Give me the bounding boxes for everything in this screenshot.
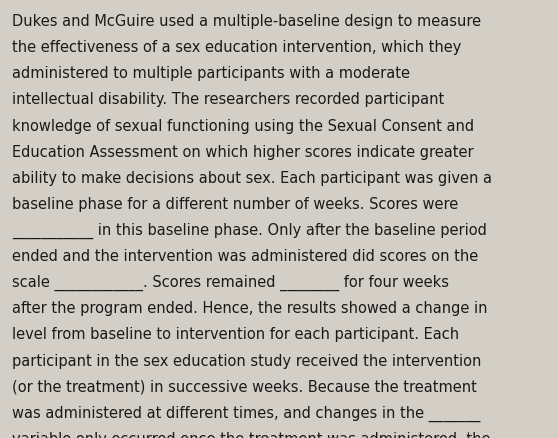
Text: after the program ended. Hence, the results showed a change in: after the program ended. Hence, the resu… xyxy=(12,300,488,316)
Text: ___________ in this baseline phase. Only after the baseline period: ___________ in this baseline phase. Only… xyxy=(12,223,487,239)
Text: scale ____________. Scores remained ________ for four weeks: scale ____________. Scores remained ____… xyxy=(12,275,449,291)
Text: (or the treatment) in successive weeks. Because the treatment: (or the treatment) in successive weeks. … xyxy=(12,379,477,394)
Text: ended and the intervention was administered did scores on the: ended and the intervention was administe… xyxy=(12,249,479,264)
Text: intellectual disability. The researchers recorded participant: intellectual disability. The researchers… xyxy=(12,92,445,107)
Text: ability to make decisions about sex. Each participant was given a: ability to make decisions about sex. Eac… xyxy=(12,170,492,185)
Text: baseline phase for a different number of weeks. Scores were: baseline phase for a different number of… xyxy=(12,196,459,212)
Text: the effectiveness of a sex education intervention, which they: the effectiveness of a sex education int… xyxy=(12,40,461,55)
Text: administered to multiple participants with a moderate: administered to multiple participants wi… xyxy=(12,66,410,81)
Text: knowledge of sexual functioning using the Sexual Consent and: knowledge of sexual functioning using th… xyxy=(12,118,474,133)
Text: participant in the sex education study received the intervention: participant in the sex education study r… xyxy=(12,353,482,368)
Text: Dukes and McGuire used a multiple-baseline design to measure: Dukes and McGuire used a multiple-baseli… xyxy=(12,14,482,29)
Text: Education Assessment on which higher scores indicate greater: Education Assessment on which higher sco… xyxy=(12,144,474,159)
Text: level from baseline to intervention for each participant. Each: level from baseline to intervention for … xyxy=(12,327,459,342)
Text: variable only occurred once the treatment was administered, the: variable only occurred once the treatmen… xyxy=(12,431,491,438)
Text: was administered at different times, and changes in the _______: was administered at different times, and… xyxy=(12,405,480,421)
